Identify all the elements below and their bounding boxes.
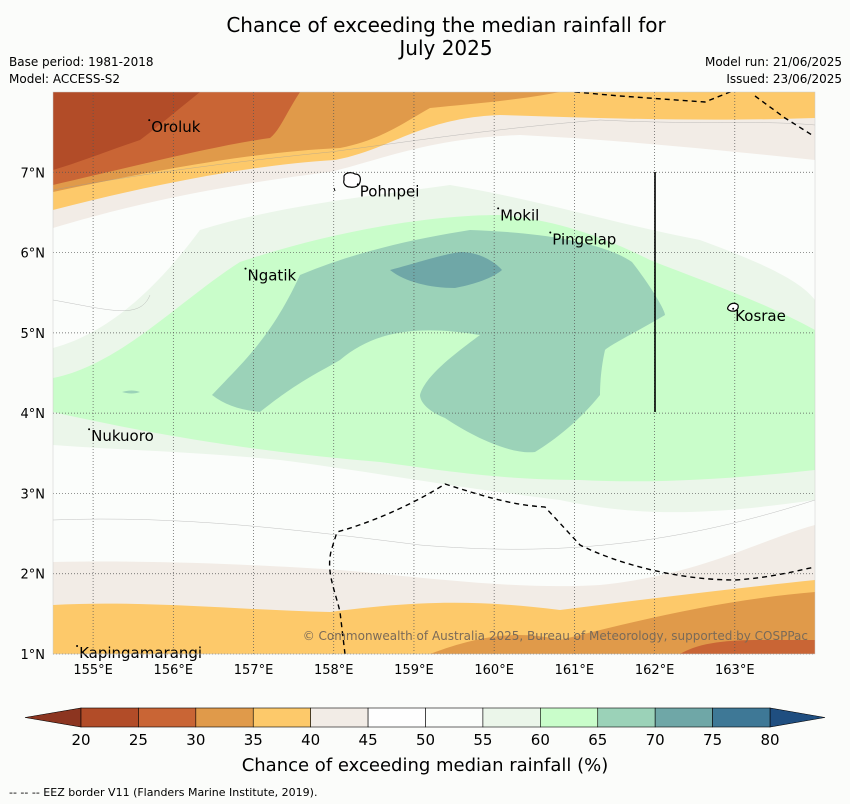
place-label-mokil: Mokil	[500, 206, 539, 224]
colorbar-segment	[367, 707, 426, 728]
longitude-tick-label: 163°E	[715, 663, 755, 678]
place-labels: Oroluk Pohnpei Mokil Pingelap Ngatik Kosrae Nu…	[76, 118, 786, 662]
colorbar-tick-label: 65	[588, 731, 607, 749]
longitude-tick-label: 161°E	[555, 663, 595, 678]
latitude-tick-label: 3°N	[21, 487, 46, 502]
colorbar-segment	[310, 707, 369, 728]
model-run: Model run: 21/06/2025	[704, 55, 842, 69]
colorbar-segment	[80, 707, 139, 728]
place-marker	[148, 119, 151, 122]
colorbar-segment	[425, 707, 484, 728]
latitude-tick-label: 2°N	[21, 568, 46, 583]
longitude-tick-label: 157°E	[234, 663, 274, 678]
pohnpei-island-icon	[343, 172, 361, 188]
colorbar-tick-label: 80	[760, 731, 779, 749]
colorbar-tick-label: 55	[473, 731, 492, 749]
place-marker	[244, 267, 247, 270]
copyright-notice: © Commonwealth of Australia 2025, Bureau…	[303, 629, 808, 643]
colorbar-segment	[195, 707, 254, 728]
map-title: Chance of exceeding the median rainfall …	[0, 14, 850, 60]
south-band-25	[680, 640, 815, 654]
contour-lines	[53, 119, 815, 550]
place-marker	[356, 183, 359, 186]
place-marker	[88, 428, 91, 431]
eez-borders	[328, 92, 815, 654]
place-label-oroluk: Oroluk	[151, 118, 200, 136]
longitude-tick-label: 159°E	[394, 663, 434, 678]
wet-65	[212, 230, 665, 453]
longitude-axis: 155°E 156°E 157°E 158°E 159°E 160°E 161°E 162°E…	[73, 663, 754, 678]
colorbar-segment	[654, 707, 713, 728]
longitude-tick-label: 155°E	[73, 663, 113, 678]
place-marker	[732, 307, 735, 310]
longitude-tick-label: 156°E	[154, 663, 194, 678]
colorbar-tick-label: 40	[301, 731, 320, 749]
place-marker	[549, 231, 552, 234]
place-label-kapingamarangi: Kapingamarangi	[79, 644, 202, 662]
colorbar-segment	[252, 707, 311, 728]
colorbar-segment	[597, 707, 656, 728]
longitude-tick-label: 158°E	[314, 663, 354, 678]
south-band-30	[430, 592, 815, 654]
longitude-tick-label: 162°E	[635, 663, 675, 678]
colorbar-tick-label: 45	[359, 731, 378, 749]
colorbar-segment	[138, 707, 197, 728]
place-label-kosrae: Kosrae	[735, 307, 786, 325]
colorbar-tick-label: 60	[531, 731, 550, 749]
colorbar-under-arrow	[24, 707, 82, 728]
colorbar-segment	[482, 707, 541, 728]
colorbar: 20 25 30 35 40 45 50 55 60 65 70 75 80	[24, 707, 826, 749]
colorbar-tick-label: 70	[646, 731, 665, 749]
colorbar-tick-label: 75	[703, 731, 722, 749]
colorbar-segment	[712, 707, 771, 728]
colorbar-tick-label: 25	[129, 731, 148, 749]
model-info: Base period: 1981-2018 Model: ACCESS-S2	[9, 54, 154, 88]
longitude-tick-label: 160°E	[474, 663, 514, 678]
run-info: Model run: 21/06/2025 Issued: 23/06/2025	[705, 54, 842, 88]
title-line-2: July 2025	[399, 36, 493, 60]
place-label-pohnpei: Pohnpei	[360, 182, 420, 200]
colorbar-segment	[540, 707, 599, 728]
plot-frame	[52, 91, 816, 655]
colorbar-over-arrow	[769, 707, 826, 728]
issued-date: Issued: 23/06/2025	[726, 72, 842, 86]
place-label-ngatik: Ngatik	[248, 267, 297, 285]
colorbar-tick-label: 20	[71, 731, 90, 749]
map-figure: Oroluk Pohnpei Mokil Pingelap Ngatik Kosrae Nu…	[21, 91, 826, 749]
wet-speck	[122, 390, 140, 394]
colorbar-tick-label: 50	[416, 731, 435, 749]
model-name: Model: ACCESS-S2	[9, 72, 121, 86]
latitude-tick-label: 4°N	[21, 407, 46, 422]
place-marker	[497, 207, 500, 210]
colorbar-tick-label: 35	[244, 731, 263, 749]
eez-border-note: -- -- -- EEZ border V11 (Flanders Marine…	[9, 786, 318, 799]
latitude-tick-label: 5°N	[21, 327, 46, 342]
place-label-pingelap: Pingelap	[552, 231, 616, 249]
place-label-nukuoro: Nukuoro	[91, 427, 154, 445]
latitude-tick-label: 1°N	[21, 648, 46, 663]
latitude-axis: 1°N 2°N 3°N 4°N 5°N 6°N 7°N	[21, 166, 46, 663]
eez-border-north	[574, 92, 813, 136]
wet-70	[390, 252, 502, 288]
colorbar-label: Chance of exceeding median rainfall (%)	[241, 755, 609, 776]
north-band-20	[53, 92, 200, 170]
kosrae-island-icon	[727, 302, 739, 312]
place-marker	[76, 644, 79, 647]
rainfall-contours	[53, 92, 815, 654]
latitude-tick-label: 6°N	[21, 247, 46, 262]
colorbar-tick-label: 30	[186, 731, 205, 749]
title-line-1: Chance of exceeding the median rainfall …	[226, 13, 666, 37]
base-period: Base period: 1981-2018	[9, 55, 154, 69]
pohnpei-islet-icon	[333, 187, 336, 192]
latitude-tick-label: 7°N	[21, 166, 46, 181]
